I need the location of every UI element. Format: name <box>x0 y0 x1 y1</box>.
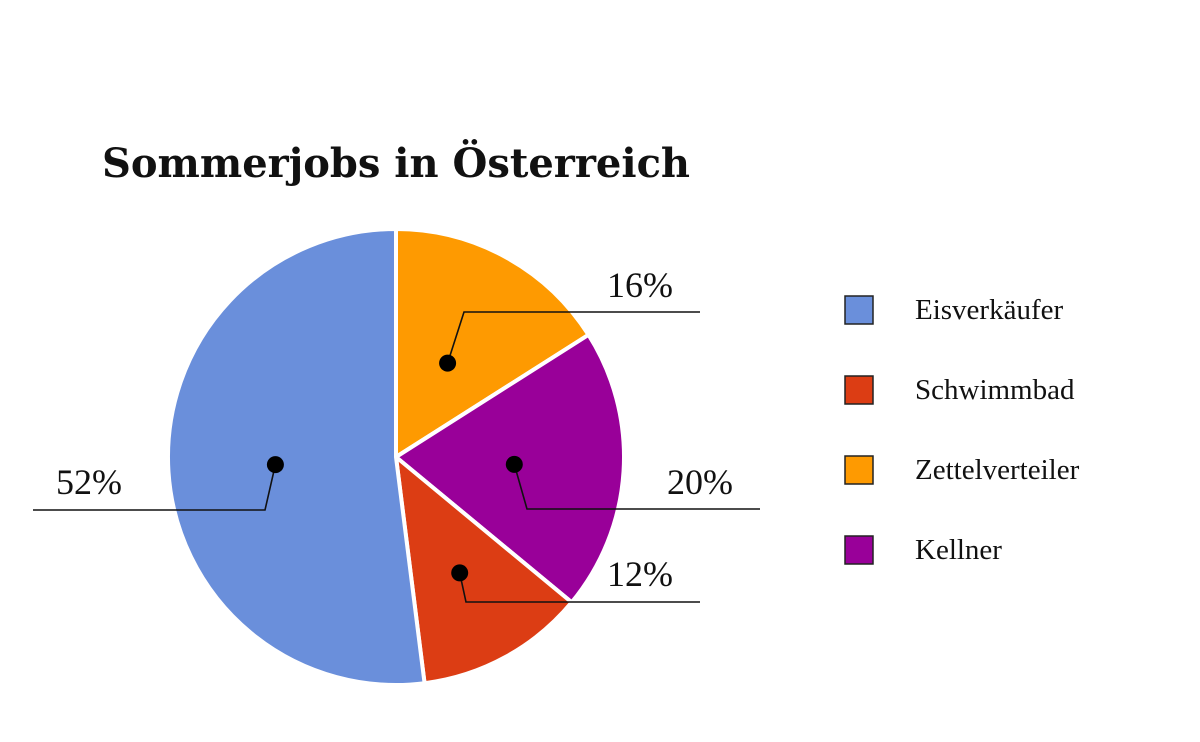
legend-label-schwimmbad: Schwimmbad <box>915 374 1075 406</box>
leader-line-kellner <box>513 464 760 510</box>
legend: Eisverkäufer Schwimmbad Zettelverteiler Kel… <box>844 294 1080 566</box>
chart-title: Sommerjobs in Österreich <box>102 140 690 187</box>
leader-dot-zettelverteiler <box>439 354 457 372</box>
legend-swatch-eisverkaufer <box>844 295 874 325</box>
leader-dot-schwimmbad <box>451 564 469 582</box>
legend-item-schwimmbad: Schwimmbad <box>844 374 1075 406</box>
data-label-kellner: 20% <box>667 462 733 502</box>
pie-slice-eisverkaufer <box>165 227 427 687</box>
leader-line-eisverkaufer <box>33 464 277 511</box>
leader-line-zettelverteiler <box>446 311 700 364</box>
legend-swatch-schwimmbad <box>844 375 874 405</box>
pie-slice-schwimmbad <box>394 455 574 686</box>
legend-item-zettelverteiler: Zettelverteiler <box>844 454 1080 486</box>
legend-label-eisverkaufer: Eisverkäufer <box>915 294 1063 326</box>
leader-dot-kellner <box>505 455 523 473</box>
data-label-zettelverteiler: 16% <box>607 265 673 305</box>
legend-label-zettelverteiler: Zettelverteiler <box>915 454 1080 486</box>
pie-slice-zettelverteiler <box>394 227 591 459</box>
data-label-eisverkaufer: 52% <box>56 462 122 502</box>
leader-dot-eisverkaufer <box>266 456 284 474</box>
leader-line-schwimmbad <box>458 572 700 603</box>
label-leaders <box>33 311 760 603</box>
pie-slices <box>165 227 626 687</box>
data-label-schwimmbad: 12% <box>607 554 673 594</box>
data-labels: 16% 20% 12% 52% <box>56 265 733 594</box>
legend-label-kellner: Kellner <box>915 534 1002 566</box>
legend-swatch-zettelverteiler <box>844 455 874 485</box>
legend-item-kellner: Kellner <box>844 534 1002 566</box>
legend-item-eisverkaufer: Eisverkäufer <box>844 294 1063 326</box>
legend-swatch-kellner <box>844 535 874 565</box>
